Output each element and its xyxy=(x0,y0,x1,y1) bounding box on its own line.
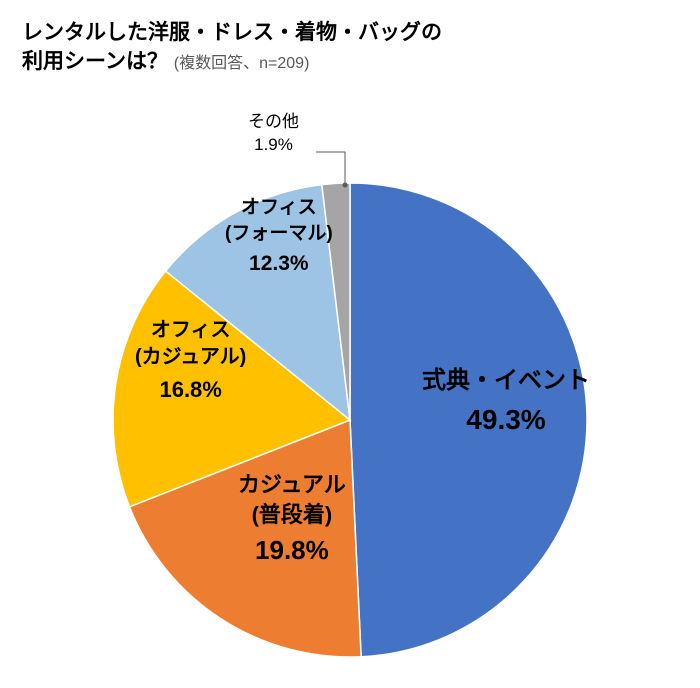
slice-label: カジュアル(普段着)19.8% xyxy=(238,470,346,568)
slice-value: 12.3% xyxy=(225,250,333,278)
slice-value: 49.3% xyxy=(422,401,590,439)
slice-label-line: その他 xyxy=(248,111,299,134)
slice-label-line: (普段着) xyxy=(238,500,346,530)
slice-label-line: (フォーマル) xyxy=(225,221,333,247)
slice-label: オフィス(フォーマル) 12.3% xyxy=(225,195,333,279)
slice-value: 16.8% xyxy=(135,375,246,405)
slice-label-line: オフィス xyxy=(225,195,333,221)
slice-callout-label: その他1.9% xyxy=(248,111,299,157)
pie-chart xyxy=(0,0,700,688)
slice-label-line: 式典・イベント xyxy=(422,365,590,397)
callout-leader xyxy=(316,152,345,185)
slice-label-line: カジュアル xyxy=(238,470,346,500)
callout-dot xyxy=(343,183,348,188)
slice-label-line: (カジュアル) xyxy=(135,344,246,371)
slice-value: 19.8% xyxy=(238,533,346,568)
slice-label-line: オフィス xyxy=(135,317,246,344)
slice-label: 式典・イベント 49.3% xyxy=(422,365,590,439)
slice-value: 1.9% xyxy=(248,134,299,157)
slice-label: オフィス(カジュアル) 16.8% xyxy=(135,317,246,405)
